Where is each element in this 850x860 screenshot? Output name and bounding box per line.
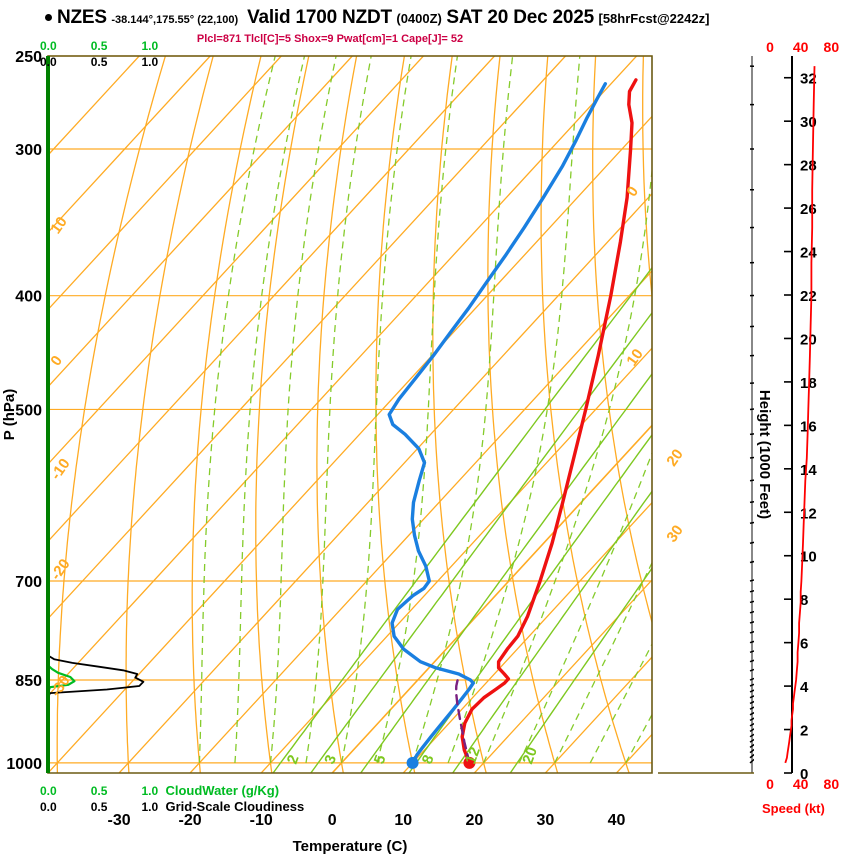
svg-text:30: 30 bbox=[537, 812, 555, 829]
wind-barbs bbox=[749, 65, 754, 764]
svg-text:3: 3 bbox=[321, 753, 340, 767]
svg-text:850: 850 bbox=[15, 673, 42, 690]
height-curve bbox=[784, 66, 816, 764]
svg-text:0.5: 0.5 bbox=[91, 800, 108, 814]
svg-text:-10: -10 bbox=[250, 812, 273, 829]
svg-text:14: 14 bbox=[800, 462, 817, 479]
svg-text:0: 0 bbox=[766, 39, 774, 55]
station-dot-icon bbox=[45, 14, 52, 21]
header-title-line: NZES -38.144°,175.55° (22,100) Valid 170… bbox=[45, 7, 709, 29]
svg-text:10: 10 bbox=[623, 346, 646, 369]
isobar-lines bbox=[48, 55, 652, 764]
svg-text:1000: 1000 bbox=[6, 756, 42, 773]
svg-text:12: 12 bbox=[800, 505, 817, 522]
svg-text:6: 6 bbox=[800, 636, 808, 653]
svg-text:0.5: 0.5 bbox=[91, 39, 108, 53]
svg-text:8: 8 bbox=[419, 753, 438, 767]
svg-text:-20: -20 bbox=[47, 556, 73, 584]
svg-text:250: 250 bbox=[15, 49, 42, 66]
svg-text:20: 20 bbox=[800, 331, 817, 348]
svg-text:10: 10 bbox=[800, 549, 817, 566]
svg-text:Speed (kt): Speed (kt) bbox=[762, 801, 825, 816]
svg-text:24: 24 bbox=[800, 245, 817, 262]
svg-text:0: 0 bbox=[328, 812, 337, 829]
svg-text:Height (1000 Feet): Height (1000 Feet) bbox=[756, 390, 773, 519]
svg-text:20: 20 bbox=[465, 812, 483, 829]
forecast-hour: [58hrFcst@2242z] bbox=[598, 11, 710, 26]
svg-text:Grid-Scale Cloudiness: Grid-Scale Cloudiness bbox=[165, 799, 304, 814]
svg-text:1.0: 1.0 bbox=[141, 39, 158, 53]
svg-text:32: 32 bbox=[800, 71, 817, 88]
svg-text:300: 300 bbox=[15, 142, 42, 159]
station-id: NZES bbox=[57, 7, 107, 28]
svg-text:0.5: 0.5 bbox=[91, 784, 108, 798]
svg-text:40: 40 bbox=[608, 812, 626, 829]
dry-adiabat-lines bbox=[56, 56, 652, 773]
wind-panel-frame bbox=[658, 56, 754, 774]
svg-text:0: 0 bbox=[766, 776, 774, 792]
svg-text:10: 10 bbox=[47, 214, 70, 237]
surface-markers bbox=[406, 756, 476, 769]
svg-text:20: 20 bbox=[519, 745, 541, 766]
svg-text:40: 40 bbox=[793, 39, 809, 55]
svg-text:-20: -20 bbox=[179, 812, 202, 829]
svg-text:26: 26 bbox=[800, 201, 817, 218]
valid-date: SAT 20 Dec 2025 bbox=[446, 7, 595, 28]
valid-time: Valid 1700 NZDT bbox=[247, 7, 392, 28]
svg-text:1.0: 1.0 bbox=[141, 784, 158, 798]
svg-text:0.0: 0.0 bbox=[40, 784, 57, 798]
stability-indices: Plcl=871 Tlcl[C]=5 Shox=9 Pwat[cm]=1 Cap… bbox=[196, 33, 464, 45]
svg-text:8: 8 bbox=[800, 592, 808, 609]
svg-text:2: 2 bbox=[284, 753, 303, 767]
sounding-curves bbox=[387, 78, 638, 765]
header: NZES -38.144°,175.55° (22,100) Valid 170… bbox=[0, 0, 850, 45]
svg-text:0.0: 0.0 bbox=[40, 800, 57, 814]
svg-text:500: 500 bbox=[15, 402, 42, 419]
svg-text:30: 30 bbox=[663, 522, 686, 545]
svg-text:12: 12 bbox=[462, 745, 484, 766]
svg-text:0: 0 bbox=[800, 766, 808, 783]
svg-text:400: 400 bbox=[15, 289, 42, 306]
svg-text:2: 2 bbox=[800, 723, 808, 740]
svg-text:22: 22 bbox=[800, 288, 817, 305]
svg-text:P (hPa): P (hPa) bbox=[1, 389, 18, 440]
svg-text:1.0: 1.0 bbox=[141, 55, 158, 69]
svg-text:20: 20 bbox=[663, 446, 686, 469]
station-coordinates: -38.144°,175.55° (22,100) bbox=[111, 14, 239, 26]
svg-text:700: 700 bbox=[15, 574, 42, 591]
plot-frame bbox=[46, 55, 653, 774]
svg-text:Temperature (C): Temperature (C) bbox=[293, 838, 408, 855]
valid-time-utc: (0400Z) bbox=[396, 11, 442, 26]
svg-text:28: 28 bbox=[800, 158, 817, 175]
svg-text:5: 5 bbox=[371, 753, 390, 767]
moist-adiabat-lines bbox=[198, 56, 652, 764]
svg-text:0.5: 0.5 bbox=[91, 55, 108, 69]
svg-text:CloudWater (g/Kg): CloudWater (g/Kg) bbox=[165, 783, 279, 798]
svg-text:80: 80 bbox=[824, 776, 840, 792]
svg-text:4: 4 bbox=[800, 679, 809, 696]
svg-text:0.0: 0.0 bbox=[40, 39, 57, 53]
svg-text:0: 0 bbox=[47, 353, 66, 370]
svg-text:1.0: 1.0 bbox=[141, 800, 158, 814]
svg-text:40: 40 bbox=[793, 776, 809, 792]
cloud-profiles bbox=[48, 56, 145, 763]
svg-text:0.0: 0.0 bbox=[40, 55, 57, 69]
svg-text:80: 80 bbox=[824, 39, 840, 55]
isotherm-lines bbox=[48, 56, 652, 773]
svg-text:10: 10 bbox=[394, 812, 412, 829]
svg-text:-30: -30 bbox=[107, 812, 130, 829]
